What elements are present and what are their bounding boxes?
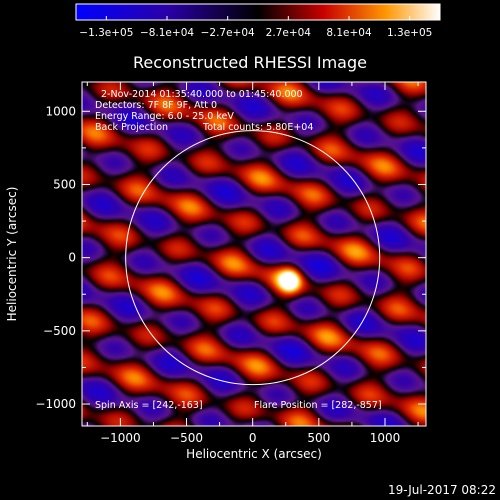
y-axis-label: Heliocentric Y (arcsec) bbox=[5, 187, 19, 322]
annotation-counts: Total counts: 5.80E+04 bbox=[202, 122, 313, 133]
chart-title: Reconstructed RHESSI Image bbox=[133, 53, 367, 72]
y-tick-label-4: −1000 bbox=[35, 397, 76, 411]
colorbar-tick-label-0: −1.3e+05 bbox=[79, 27, 133, 39]
colorbar bbox=[75, 3, 441, 21]
colorbar-tick-label-1: −8.1e+04 bbox=[140, 27, 194, 39]
colorbar-tick-label-5: 1.3e+05 bbox=[387, 27, 432, 39]
colorbar-tick-label-4: 8.1e+04 bbox=[326, 27, 372, 39]
solar-disk-circle bbox=[125, 130, 381, 386]
x-tick-label-4: 1000 bbox=[370, 431, 401, 445]
annotation-method: Back Projection bbox=[95, 122, 168, 133]
x-tick-label-0: −1000 bbox=[100, 431, 141, 445]
x-axis-label: Heliocentric X (arcsec) bbox=[186, 447, 322, 461]
colorbar-tick-label-2: −2.7e+04 bbox=[201, 27, 255, 39]
flare-marker bbox=[281, 272, 298, 289]
x-tick-label-1: −500 bbox=[170, 431, 203, 445]
colorbar-tick-label-3: 2.7e+04 bbox=[266, 27, 312, 39]
x-tick-label-2: 0 bbox=[249, 431, 257, 445]
annotation-flare-position: Flare Position = [282,-857] bbox=[254, 400, 382, 411]
y-tick-label-3: −500 bbox=[43, 324, 76, 338]
colorbar-ticks: −1.3e+05 −8.1e+04 −2.7e+04 2.7e+04 8.1e+04 1.… bbox=[79, 16, 432, 39]
x-tick-label-3: 500 bbox=[307, 431, 330, 445]
annotation-energy: Energy Range: 6.0 - 25.0 keV bbox=[95, 111, 234, 122]
axes: −1000 −500 0 500 1000 1000 500 0 −500 −1000 bbox=[35, 82, 426, 445]
timestamp: 19-Jul-2017 08:22 bbox=[388, 483, 496, 497]
annotation-time: 2-Nov-2014 01:35:40.000 to 01:45:40.000 bbox=[101, 89, 303, 100]
annotation-spin-axis: Spin Axis = [242,-163] bbox=[95, 400, 203, 411]
heatmap-image bbox=[82, 82, 426, 426]
plot-frame bbox=[81, 81, 427, 427]
y-tick-label-0: 1000 bbox=[45, 104, 76, 118]
y-tick-label-1: 500 bbox=[53, 177, 76, 191]
y-tick-label-2: 0 bbox=[68, 251, 76, 265]
annotation-detectors: Detectors: 7F 8F 9F, Att 0 bbox=[95, 100, 217, 111]
